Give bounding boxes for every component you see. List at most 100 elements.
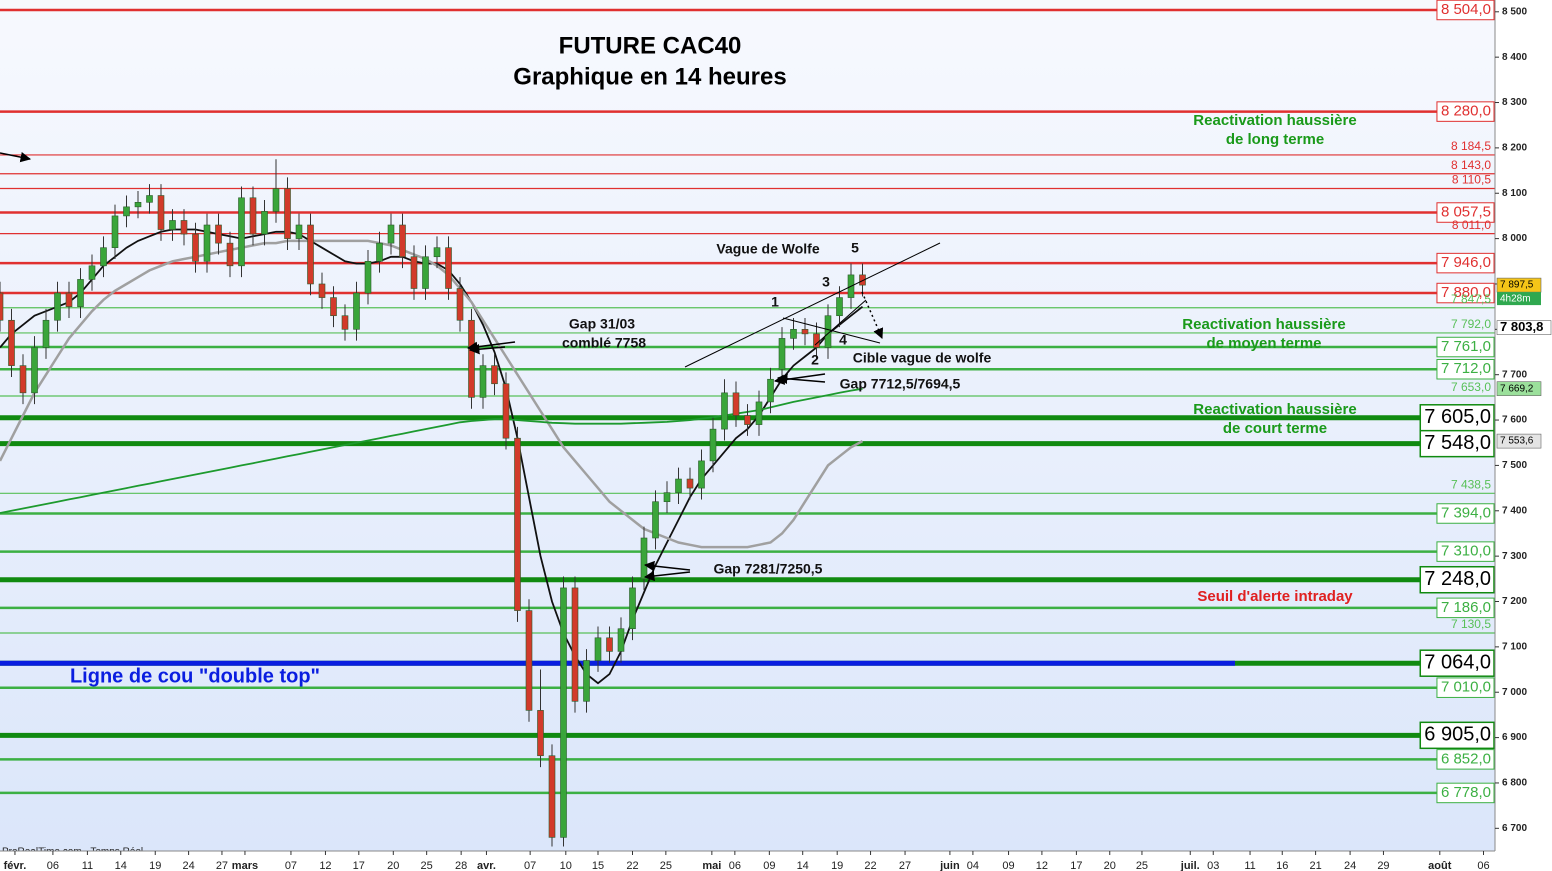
candle-body: [479, 365, 487, 398]
candle-body: [330, 297, 337, 317]
y-tick-label: 8 500: [1502, 6, 1527, 17]
candle-body: [767, 378, 774, 403]
level-label-box: [1419, 429, 1495, 458]
x-tick-label: 03: [1207, 860, 1219, 871]
candle-body: [261, 211, 268, 235]
candle-body: [376, 242, 383, 262]
wolfe-line: [814, 299, 867, 346]
gap-arrow: [776, 373, 826, 385]
x-tick-label: avr.: [477, 860, 496, 871]
candle-body: [491, 365, 498, 385]
candle-body: [859, 274, 866, 286]
moving-average: [0, 387, 863, 514]
candle-body: [836, 297, 843, 317]
level-label: 8 057,5: [1441, 203, 1491, 220]
level-label: 7 186,0: [1441, 599, 1491, 616]
x-tick-label: 27: [216, 860, 228, 871]
level-label: 7 548,0: [1424, 432, 1491, 454]
x-tick-label: mars: [232, 860, 258, 871]
candle-body: [456, 288, 464, 321]
level-label: 7 792,0: [1451, 317, 1491, 331]
candle-body: [192, 233, 199, 262]
candle-body: [215, 224, 222, 244]
candle-body: [238, 197, 245, 267]
wave-label: 1: [771, 294, 779, 310]
wave-label: 2: [811, 352, 819, 368]
x-tick-label: févr.: [4, 860, 27, 871]
level-label: 6 905,0: [1424, 724, 1491, 746]
candle-body: [801, 329, 809, 335]
level-label: 8 280,0: [1441, 103, 1491, 120]
level-label: 7 010,0: [1441, 679, 1491, 696]
x-tick-label: août: [1428, 860, 1452, 871]
x-tick-label: 22: [626, 860, 638, 871]
x-tick-label: 04: [967, 860, 979, 871]
x-tick-label: 17: [353, 860, 365, 871]
y-tick-label: 6 700: [1502, 823, 1527, 834]
gap-arrow: [643, 570, 691, 582]
y-tick-label: 7 200: [1502, 596, 1527, 607]
y-tick-label: 7 600: [1502, 415, 1527, 426]
level-label-box: [1419, 649, 1495, 677]
level-label: 7 946,0: [1441, 254, 1491, 271]
candle-body: [42, 319, 50, 348]
candle-body: [8, 319, 15, 366]
level-label: 7 438,5: [1451, 477, 1491, 491]
x-tick-label: juin: [939, 860, 960, 871]
candle-body: [652, 501, 659, 539]
y-tick-label: 6 900: [1502, 732, 1527, 743]
y-tick-label: 7 300: [1502, 551, 1527, 562]
candle-body: [180, 220, 188, 235]
x-tick-label: 17: [1070, 860, 1082, 871]
x-tick-label: 06: [1477, 860, 1489, 871]
candle-body: [341, 315, 349, 330]
chart-title: FUTURE CAC40: [559, 32, 742, 59]
x-tick-label: 25: [421, 860, 433, 871]
annotation: Reactivation haussière: [1193, 112, 1356, 129]
candle-body: [111, 215, 119, 248]
candle-body: [284, 188, 291, 239]
level-label: 7 653,0: [1451, 380, 1491, 394]
x-tick-label: juil.: [1180, 860, 1200, 871]
x-tick-label: 25: [1136, 860, 1148, 871]
candle-body: [606, 637, 613, 652]
annotation: Gap 7281/7250,5: [714, 561, 823, 577]
candle-body: [272, 188, 280, 212]
wave-label: 5: [851, 240, 859, 256]
level-label-box: [1436, 101, 1495, 122]
x-tick-label: 06: [47, 860, 59, 871]
level-label-box: [1419, 565, 1495, 594]
candle-body: [410, 256, 418, 289]
price-tag-box: [1496, 320, 1552, 335]
level-label: 6 778,0: [1441, 784, 1491, 801]
candle-body: [77, 279, 84, 307]
annotation: Vague de Wolfe: [716, 241, 819, 257]
countdown: 4h28m: [1500, 294, 1531, 305]
level-label-box: [1436, 597, 1495, 619]
level-label-box: [1436, 749, 1495, 770]
annotation: Gap 31/03: [569, 316, 635, 332]
level-label: 7 130,5: [1451, 617, 1491, 631]
candle-body: [594, 637, 602, 661]
level-label-box: [1436, 282, 1495, 304]
y-tick-label: 8 300: [1502, 97, 1527, 108]
x-tick-label: 11: [1244, 860, 1255, 871]
candle-body: [445, 247, 452, 289]
axis-background: [0, 851, 1495, 871]
x-tick-label: 28: [455, 860, 467, 871]
y-tick-label: 8 100: [1502, 188, 1527, 199]
arrow: [0, 151, 32, 163]
level-label-box: [1436, 202, 1495, 223]
x-tick-label: 20: [1104, 860, 1116, 871]
y-tick-label: 7 000: [1502, 687, 1527, 698]
annotation: de moyen terme: [1206, 335, 1321, 352]
y-tick-label: 8 000: [1502, 233, 1527, 244]
candle-body: [226, 242, 234, 267]
candle-body: [721, 392, 728, 430]
candle-body: [169, 220, 176, 230]
candle-body: [31, 347, 38, 394]
candle-body: [790, 329, 797, 339]
level-label-box: [1436, 0, 1495, 21]
level-label: 8 011,0: [1452, 218, 1491, 232]
neckline-label: Ligne de cou "double top": [70, 665, 320, 687]
